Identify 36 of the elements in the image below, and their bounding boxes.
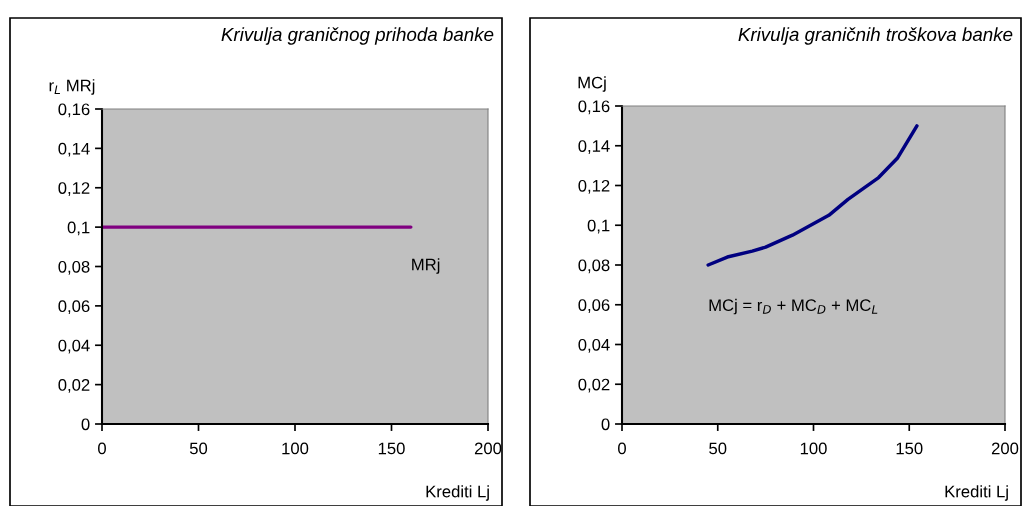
- y-tick-label: 0,08: [58, 260, 90, 275]
- x-tick-label: 150: [378, 442, 405, 455]
- series-label: MRj: [412, 258, 440, 274]
- y-tick-label: 0: [81, 418, 90, 431]
- y-tick-label: 0,04: [578, 338, 610, 353]
- y-tick-label: 0,12: [58, 182, 90, 196]
- x-tick-label: 50: [709, 442, 727, 455]
- x-tick-label: 0: [618, 442, 626, 455]
- y-tick-label: 0,06: [58, 300, 90, 315]
- y-tick-label: 0,1: [587, 219, 610, 234]
- y-tick-label: 0,12: [578, 179, 610, 194]
- text: MCj = r$_{D}$ + MC$_{D}$ + MC$_{L}$: [709, 298, 878, 315]
- x-tick-label: 0: [98, 442, 106, 455]
- line-series: [706, 124, 919, 267]
- x-axis-title: Krediti Lj: [426, 485, 489, 501]
- y-tick-label: 0,04: [58, 339, 90, 354]
- y-tick-label: 0,14: [58, 142, 90, 157]
- y-tick-label: 0,02: [578, 378, 610, 393]
- y-tick-label: 0,02: [58, 379, 90, 393]
- y-tick-label: 0,14: [578, 140, 610, 154]
- y-tick-label: 0,06: [578, 299, 610, 313]
- chart-title: Krivulja graničnog prihoda banke: [221, 27, 494, 45]
- y-tick-label: 0,16: [578, 100, 610, 115]
- y-tick-label: 0,1: [67, 221, 90, 236]
- y-tick-label: 0: [601, 418, 610, 431]
- x-axis-title: Krediti Lj: [945, 485, 1008, 501]
- y-axis-title: MCj: [578, 76, 606, 92]
- y-axis-title: r$_{L}$ MRj: [49, 79, 95, 95]
- chart-title: Krivulja graničnih troškova banke: [738, 27, 1013, 45]
- x-tick-label: 200: [991, 442, 1019, 455]
- x-tick-label: 100: [282, 442, 309, 455]
- y-tick-label: 0,08: [578, 259, 610, 274]
- x-tick-label: 100: [800, 442, 827, 455]
- y-tick-label: 0,16: [58, 103, 90, 118]
- x-tick-label: 50: [189, 442, 208, 455]
- x-tick-label: 150: [896, 442, 923, 455]
